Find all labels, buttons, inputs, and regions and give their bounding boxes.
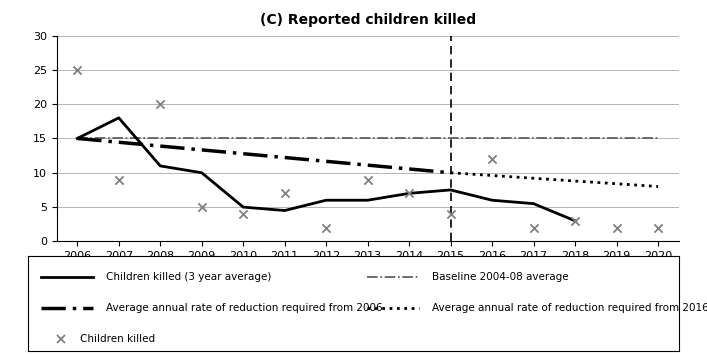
- Text: Children killed (3 year average): Children killed (3 year average): [106, 272, 271, 282]
- Point: [71, 67, 83, 73]
- Text: Baseline 2004-08 average: Baseline 2004-08 average: [431, 272, 568, 282]
- Point: [528, 225, 539, 230]
- Point: [155, 101, 166, 107]
- Text: Average annual rate of reduction required from 2016: Average annual rate of reduction require…: [431, 303, 707, 313]
- Point: [486, 156, 498, 162]
- Point: [653, 225, 664, 230]
- Point: [611, 225, 622, 230]
- Text: Average annual rate of reduction required from 2006: Average annual rate of reduction require…: [106, 303, 383, 313]
- Point: [569, 218, 580, 224]
- Point: [113, 177, 124, 182]
- Point: [404, 191, 415, 196]
- Point: [196, 204, 207, 210]
- Title: (C) Reported children killed: (C) Reported children killed: [259, 13, 476, 27]
- Point: [279, 191, 291, 196]
- Point: [320, 225, 332, 230]
- Point: [445, 211, 456, 217]
- Text: Children killed: Children killed: [81, 334, 156, 344]
- Point: [238, 211, 249, 217]
- Point: [362, 177, 373, 182]
